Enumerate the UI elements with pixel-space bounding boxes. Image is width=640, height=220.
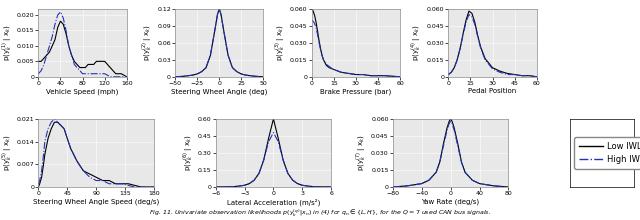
Y-axis label: p(y$_k^{(3)}$ | x$_k$): p(y$_k^{(3)}$ | x$_k$) <box>273 24 288 61</box>
Legend: Low IWL, High IWL: Low IWL, High IWL <box>574 137 640 169</box>
X-axis label: Steering Wheel Angle Speed (deg/s): Steering Wheel Angle Speed (deg/s) <box>33 198 159 205</box>
Y-axis label: p(y$_k^{(6)}$ | x$_k$): p(y$_k^{(6)}$ | x$_k$) <box>181 135 196 171</box>
Y-axis label: p(y$_k^{(1)}$ | x$_k$): p(y$_k^{(1)}$ | x$_k$) <box>0 24 15 61</box>
Y-axis label: p(y$_k^{(2)}$ | x$_k$): p(y$_k^{(2)}$ | x$_k$) <box>141 24 155 61</box>
X-axis label: Lateral Acceleration (m/s²): Lateral Acceleration (m/s²) <box>227 198 320 206</box>
X-axis label: Vehicle Speed (mph): Vehicle Speed (mph) <box>47 88 119 95</box>
X-axis label: Pedal Position: Pedal Position <box>468 88 516 94</box>
X-axis label: Yaw Rate (deg/s): Yaw Rate (deg/s) <box>422 198 479 205</box>
Y-axis label: p(y$_k^{(5)}$ | x$_k$): p(y$_k^{(5)}$ | x$_k$) <box>0 135 15 171</box>
Y-axis label: p(y$_k^{(4)}$ | x$_k$): p(y$_k^{(4)}$ | x$_k$) <box>410 24 424 61</box>
X-axis label: Brake Pressure (bar): Brake Pressure (bar) <box>320 88 392 95</box>
X-axis label: Steering Wheel Angle (deg): Steering Wheel Angle (deg) <box>171 88 268 95</box>
Text: Fig. 11. Univariate observation likelihoods $p(y_k^{(q)}|x_n)$ in (4) for $q_n \: Fig. 11. Univariate observation likeliho… <box>149 207 491 218</box>
Y-axis label: p(y$_k^{(7)}$ | x$_k$): p(y$_k^{(7)}$ | x$_k$) <box>355 135 369 171</box>
